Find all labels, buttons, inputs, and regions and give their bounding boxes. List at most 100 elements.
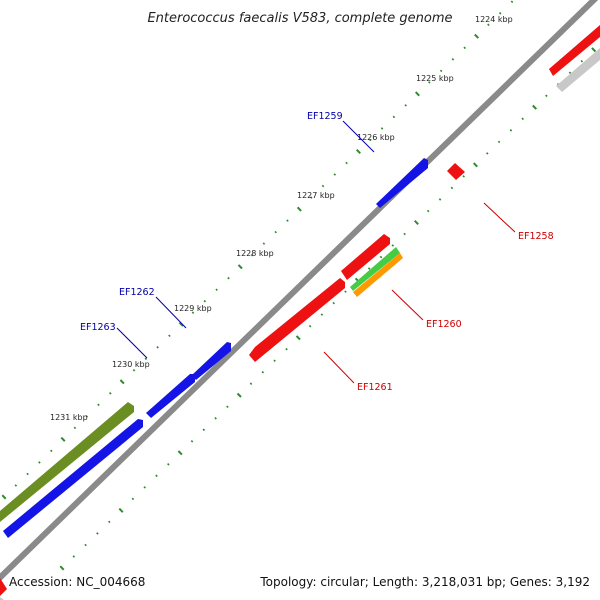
gene-feature-ef1258[interactable] [447,163,465,180]
gene-feature-ef1263[interactable] [146,374,195,418]
tick-mark [236,392,242,398]
tick-mark [286,219,289,222]
tick-mark [438,198,442,201]
tick-mark [203,299,207,303]
kbp-labels: 1224 kbp 1225 kbp 1226 kbp 1227 kbp 1228… [50,15,513,422]
leader-ef1258 [483,202,516,233]
kbp-label: 1227 kbp [297,191,335,200]
tick-mark [532,104,538,110]
tick-mark [118,507,124,513]
forward-strand-genes [0,25,600,538]
tick-mark [202,428,206,432]
tick-mark [250,253,254,257]
gene-label-ef1259[interactable]: EF1259 [307,111,343,122]
tick-mark [143,486,146,489]
tick-mark [72,555,76,558]
tick-mark [249,382,253,385]
tick-mark [509,129,513,132]
tick-mark [177,450,183,456]
tick-mark [167,463,170,466]
tick-mark [320,313,324,316]
tick-mark [451,58,455,61]
leader-ef1262 [155,296,187,329]
gene-label-ef1260[interactable]: EF1260 [426,319,462,330]
gene-feature-bottom-red[interactable] [0,578,7,596]
tick-mark [486,152,489,155]
gene-feature-ef1260-orange[interactable] [353,253,403,297]
tick-mark [403,232,406,236]
genome-title: Enterococcus faecalis V583, complete gen… [147,11,452,26]
tick-mark [262,242,266,245]
gene-label-ef1261[interactable]: EF1261 [357,382,393,393]
reverse-strand-genes [0,163,465,600]
leader-ef1261 [323,351,355,384]
gene-feature-ef1259[interactable] [376,158,428,208]
kbp-label: 1231 kbp [50,413,88,422]
gene-feature-top-red[interactable] [549,25,600,76]
gene-label-ef1262[interactable]: EF1262 [119,287,155,298]
tick-mark [368,138,372,142]
kbp-label: 1226 kbp [357,133,395,142]
tick-mark [510,0,514,4]
tick-mark [295,335,301,341]
tick-mark [367,267,371,270]
tick-mark [1,494,7,500]
outer-tick-track [1,0,514,500]
tick-mark [14,484,18,487]
tick-mark [38,461,41,464]
gene-feature-olive[interactable] [0,402,134,522]
tick-mark [332,301,335,305]
accession-text: Accession: NC_004668 [9,575,145,589]
tick-mark [215,288,218,291]
tick-mark [428,81,431,84]
tick-mark [214,417,217,420]
tick-mark [190,440,194,443]
tick-mark [131,497,135,501]
tick-mark [391,244,395,247]
tick-mark [285,347,288,351]
tick-mark [414,91,420,97]
gene-label-ef1258[interactable]: EF1258 [518,231,554,242]
tick-mark [191,311,195,314]
gene-feature-ef1260-green[interactable] [350,247,400,291]
tick-mark [462,175,465,178]
tick-mark [308,324,312,328]
tick-mark [472,162,478,168]
tick-mark [344,290,347,293]
tick-mark [296,206,302,212]
tick-mark [227,276,230,280]
gene-feature-ef1261[interactable] [249,278,345,362]
leader-ef1259 [342,120,375,153]
gene-feature-ef1262[interactable] [192,342,231,380]
tick-mark [97,403,100,407]
leader-ef1263 [116,327,148,359]
tick-mark [85,415,88,418]
tick-mark [333,173,337,176]
tick-mark [50,449,53,453]
tick-mark [237,264,243,270]
tick-mark [178,321,184,327]
inner-tick-track [59,47,597,571]
leader-ef1260 [391,289,424,321]
tick-mark [26,472,29,476]
tick-mark [439,69,443,73]
tick-mark [404,104,407,107]
tick-mark [144,357,148,361]
gene-label-ef1263[interactable]: EF1263 [80,322,116,333]
label-leaders [116,120,516,384]
tick-mark [345,161,348,165]
tick-mark [168,334,171,338]
gene-feature-top-gray[interactable] [556,48,600,92]
kbp-label: 1224 kbp [475,15,513,24]
tick-mark [132,369,136,372]
tick-mark [109,392,112,395]
gene-feature-blue-long[interactable] [3,419,143,538]
gene-feature-ef1260-red[interactable] [341,234,390,280]
gene-feature-bottom-gray[interactable] [0,597,4,600]
tick-mark [591,47,597,53]
tick-mark [450,186,454,190]
tick-mark [463,46,466,50]
tick-mark [60,436,66,442]
